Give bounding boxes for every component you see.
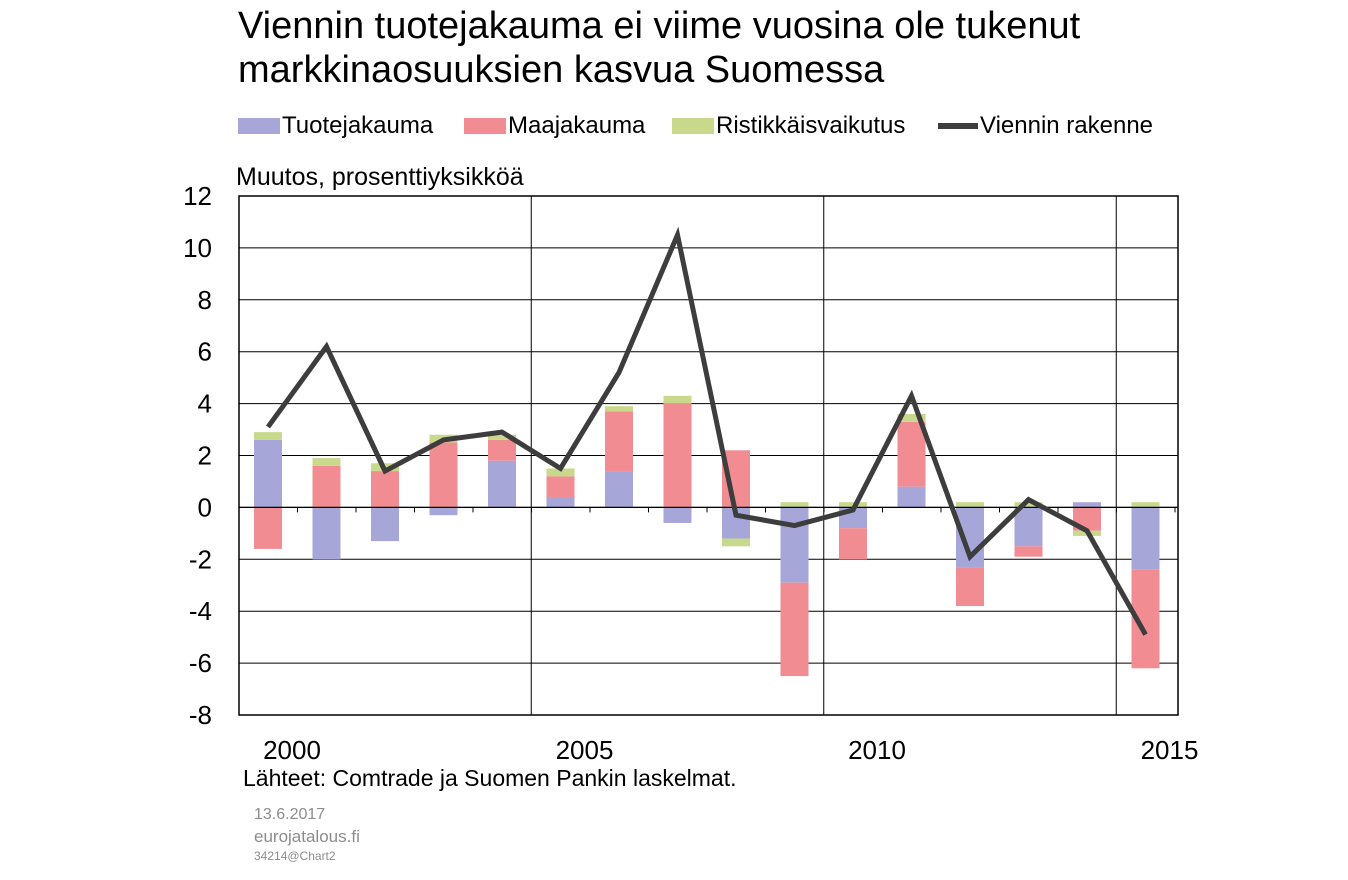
- y-tick-label: -6: [189, 648, 212, 678]
- bar-maajakauma-2009: [780, 582, 809, 677]
- bar-maajakauma-2003: [429, 442, 458, 508]
- y-tick-label: 6: [198, 337, 212, 367]
- y-tick-label: -2: [189, 544, 212, 574]
- bar-ristikk-isvaikutus-2011: [897, 413, 926, 422]
- bar-maajakauma-2000: [254, 507, 282, 549]
- bar-ristikk-isvaikutus-2007: [663, 395, 692, 404]
- bar-tuotejakauma-2003: [429, 507, 458, 516]
- bar-maajakauma-2007: [663, 403, 692, 508]
- bar-tuotejakauma-2009: [780, 507, 809, 583]
- bar-tuotejakauma-2005: [546, 497, 575, 508]
- x-tick-label: 2005: [556, 735, 614, 765]
- bar-maajakauma-2002: [371, 471, 399, 508]
- chart-title: Viennin tuotejakauma ei viime vuosina ol…: [238, 4, 1298, 92]
- bar-tuotejakauma-2001: [312, 507, 341, 560]
- bar-maajakauma-2006: [605, 411, 633, 472]
- legend-item-ristikkaisvaikutus: Ristikkäisvaikutus: [672, 112, 905, 140]
- legend-label-tuotejakauma: Tuotejakauma: [282, 112, 434, 139]
- bar-tuotejakauma-2004: [488, 460, 516, 508]
- bar-maajakauma-2004: [488, 439, 516, 461]
- chart-title-line1: Viennin tuotejakauma ei viime vuosina ol…: [238, 5, 1081, 47]
- bar-ristikk-isvaikutus-2000: [254, 432, 282, 440]
- line-viennin-rakenne: [265, 226, 1148, 636]
- bar-tuotejakauma-2013: [1014, 507, 1043, 547]
- bar-maajakauma-2005: [546, 476, 575, 498]
- legend-swatch-ristikkaisvaikutus: [672, 118, 714, 134]
- legend-label-ristikkaisvaikutus: Ristikkäisvaikutus: [716, 112, 906, 139]
- bar-maajakauma-2011: [897, 421, 926, 487]
- legend-label-maajakauma: Maajakauma: [508, 112, 646, 139]
- bar-ristikk-isvaikutus-2004: [488, 434, 516, 440]
- chart-code: 34214@Chart2: [254, 849, 336, 863]
- bar-ristikk-isvaikutus-2015: [1131, 502, 1160, 508]
- x-tick-label: 2010: [848, 735, 906, 765]
- chart-title-line2: markkinaosuuksien kasvua Suomessa: [238, 49, 885, 91]
- site-name: eurojatalous.fi: [254, 827, 360, 846]
- bar-ristikk-isvaikutus-2012: [956, 502, 984, 508]
- bar-ristikk-isvaikutus-2005: [546, 468, 575, 477]
- y-tick-label: 0: [198, 492, 212, 522]
- bar-tuotejakauma-2007: [663, 507, 692, 523]
- y-axis-label: Muutos, prosenttiyksikköä: [236, 163, 524, 191]
- publish-date: 13.6.2017: [254, 806, 326, 823]
- legend-item-maajakauma: Maajakauma: [464, 112, 645, 140]
- legend-swatch-tuotejakauma: [238, 118, 280, 134]
- legend-item-tuotejakauma: Tuotejakauma: [238, 112, 433, 140]
- y-tick-label: 4: [198, 389, 212, 419]
- bar-ristikk-isvaikutus-2006: [605, 406, 633, 412]
- bar-ristikk-isvaikutus-2001: [312, 458, 341, 466]
- y-tick-label: 8: [198, 285, 212, 315]
- y-tick-label: 10: [183, 233, 212, 263]
- bar-maajakauma-2010: [839, 528, 867, 560]
- y-tick-label: -8: [189, 700, 212, 730]
- plot-frame: [238, 195, 1179, 716]
- bar-tuotejakauma-2011: [897, 486, 926, 508]
- bar-maajakauma-2012: [956, 567, 984, 607]
- bar-tuotejakauma-2015: [1131, 507, 1160, 570]
- bar-tuotejakauma-2000: [254, 439, 282, 508]
- bar-tuotejakauma-2014: [1073, 502, 1101, 508]
- legend-item-viennin-rakenne: Viennin rakenne: [938, 112, 1153, 140]
- bar-maajakauma-2013: [1014, 546, 1043, 557]
- legend-line-viennin-rakenne: [938, 123, 978, 129]
- bar-maajakauma-2001: [312, 465, 341, 508]
- y-tick-label: 2: [198, 441, 212, 471]
- y-tick-label: -4: [189, 596, 212, 626]
- x-tick-label: 2000: [263, 735, 321, 765]
- bar-ristikk-isvaikutus-2009: [780, 502, 809, 508]
- legend-swatch-maajakauma: [464, 118, 506, 134]
- bar-tuotejakauma-2006: [605, 471, 633, 508]
- bar-ristikk-isvaikutus-2008: [722, 538, 750, 547]
- bar-tuotejakauma-2002: [371, 507, 399, 542]
- source-note: Lähteet: Comtrade ja Suomen Pankin laske…: [243, 765, 737, 791]
- y-tick-label: 12: [183, 181, 212, 211]
- legend-label-viennin-rakenne: Viennin rakenne: [980, 112, 1154, 139]
- bar-ristikk-isvaikutus-2013: [1014, 502, 1043, 508]
- x-tick-label: 2015: [1141, 735, 1199, 765]
